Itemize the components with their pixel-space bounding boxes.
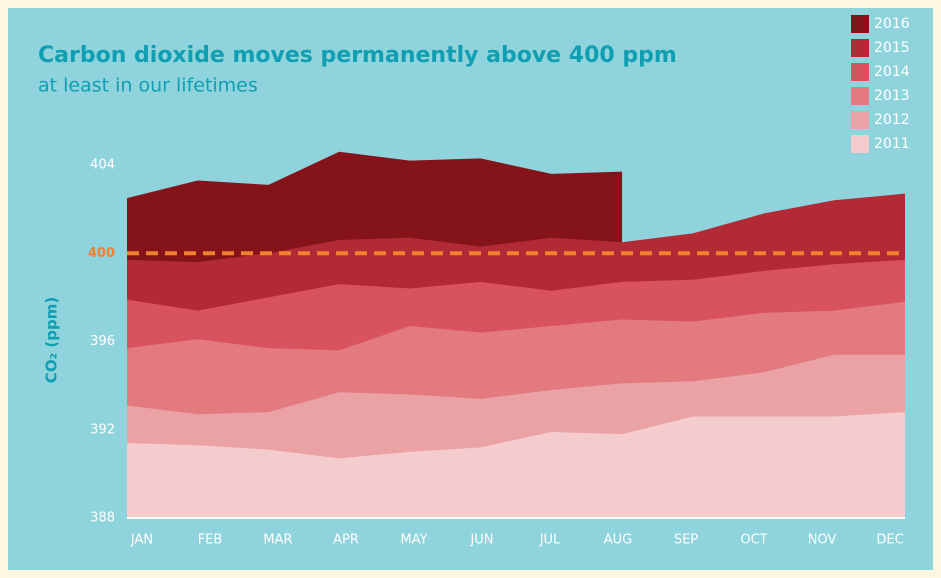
y-tick-label: 388 xyxy=(90,511,115,526)
x-tick-label: JUL xyxy=(539,533,561,548)
legend-label: 2015 xyxy=(874,40,910,56)
y-tick-label: 400 xyxy=(88,246,115,261)
legend-swatch xyxy=(851,63,869,81)
x-tick-label: APR xyxy=(333,533,359,548)
chart-title: Carbon dioxide moves permanently above 4… xyxy=(38,43,677,68)
legend-swatch xyxy=(851,135,869,153)
x-tick-label: FEB xyxy=(198,533,223,548)
legend-swatch xyxy=(851,15,869,33)
legend-label: 2016 xyxy=(874,16,910,32)
x-tick-label: JAN xyxy=(130,533,153,548)
x-tick-label: MAY xyxy=(400,533,427,548)
x-tick-label: JUN xyxy=(469,533,493,548)
x-tick-label: MAR xyxy=(263,533,292,548)
y-tick-label: 396 xyxy=(90,334,115,349)
x-tick-label: DEC xyxy=(876,533,903,548)
x-tick-label: AUG xyxy=(604,533,632,548)
legend-label: 2014 xyxy=(874,64,910,80)
chart-subtitle: at least in our lifetimes xyxy=(38,75,258,97)
legend-label: 2013 xyxy=(874,88,910,104)
x-tick-label: NOV xyxy=(808,533,837,548)
y-axis-label: CO₂ (ppm) xyxy=(43,297,61,383)
y-tick-label: 392 xyxy=(90,422,115,437)
x-tick-label: OCT xyxy=(740,533,767,548)
x-tick-label: SEP xyxy=(674,533,698,548)
y-tick-label: 404 xyxy=(90,158,115,173)
legend-swatch xyxy=(851,87,869,105)
legend-swatch xyxy=(851,39,869,57)
legend-label: 2011 xyxy=(874,136,910,152)
legend-swatch xyxy=(851,111,869,129)
legend-label: 2012 xyxy=(874,112,910,128)
area xyxy=(127,412,905,518)
